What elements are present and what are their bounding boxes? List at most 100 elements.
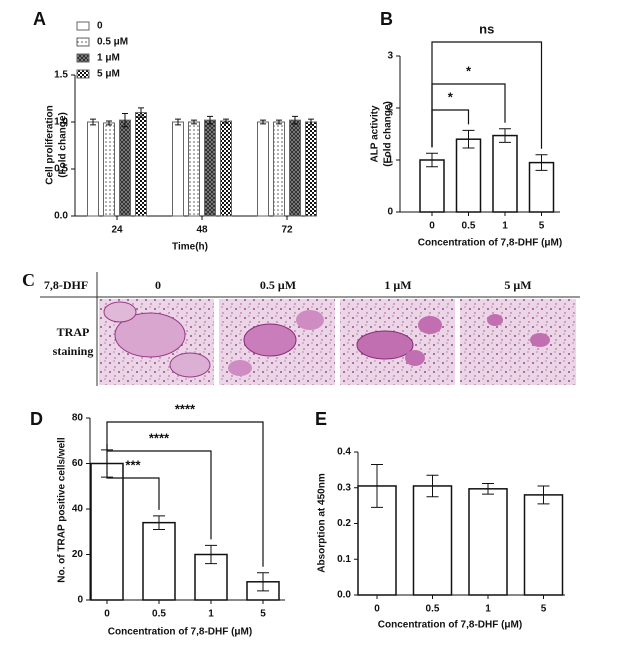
x-tick-label: 1: [485, 604, 491, 615]
x-tick-label: 5: [260, 609, 266, 620]
bar: [305, 121, 317, 217]
legend-swatch: [76, 37, 90, 47]
legend-label: 0.5 μM: [97, 37, 128, 48]
y-axis-label: ALP activity: [370, 105, 381, 162]
x-tick-label: 48: [196, 225, 208, 236]
bar: [273, 121, 285, 217]
bar: [119, 119, 131, 217]
error-bar: [90, 118, 96, 126]
x-tick-label: 0: [374, 604, 380, 615]
significance-bracket: [106, 443, 212, 540]
y-tick-label: 2: [387, 103, 393, 114]
legend-label: 5 μM: [97, 69, 120, 80]
image-panel: C 7,8-DHF 0 0.5 μM 1 μM 5 μM TRAP staini…: [22, 270, 580, 386]
significance-label: ****: [175, 401, 196, 416]
error-bar: [292, 115, 298, 125]
x-tick-label: 5: [539, 221, 545, 232]
error-bar: [482, 482, 494, 495]
bar: [492, 134, 518, 213]
significance-label: ns: [479, 21, 494, 36]
x-tick-label: 0.5: [462, 221, 476, 232]
error-bar: [426, 474, 439, 498]
error-bar: [462, 129, 475, 149]
x-tick-label: 0: [104, 609, 110, 620]
panel-letter: C: [22, 270, 35, 290]
significance-label: ****: [149, 430, 170, 445]
error-bar: [138, 107, 144, 118]
column-label: 5 μM: [504, 278, 531, 292]
column-label: 1 μM: [384, 278, 411, 292]
micrograph: [219, 299, 335, 385]
x-tick-label: 0.5: [152, 609, 166, 620]
x-tick-label: 0: [429, 221, 435, 232]
y-tick-label: 0.3: [337, 482, 351, 493]
y-axis-label: No. of TRAP positive cells/well: [57, 437, 68, 583]
bar: [455, 138, 482, 213]
error-bar: [122, 113, 128, 128]
bar: [419, 159, 445, 213]
error-bar: [175, 118, 181, 126]
y-axis-label: Absorption at 450nm: [317, 473, 328, 573]
y-tick-label: 0.0: [54, 211, 68, 222]
micrograph: [99, 299, 214, 385]
row-label: TRAP: [57, 325, 90, 339]
error-bar: [499, 128, 511, 143]
column-label: 0.5 μM: [260, 278, 296, 292]
y-tick-label: 0.1: [337, 554, 351, 565]
column-label: 0: [155, 278, 161, 292]
micrograph: [340, 299, 455, 385]
y-axis-label: (Fold change): [58, 112, 69, 178]
legend-swatch: [76, 69, 90, 79]
error-bar: [371, 464, 383, 508]
y-tick-label: 0: [387, 207, 393, 218]
y-tick-label: 1.0: [54, 117, 68, 128]
y-axis-label: (Fold change): [383, 101, 394, 167]
bar: [257, 121, 269, 217]
error-bar: [276, 119, 282, 125]
error-bar: [153, 515, 165, 530]
legend-label: 0: [97, 21, 103, 32]
x-tick-label: 5: [541, 604, 547, 615]
legend-swatch: [76, 53, 90, 63]
x-axis-label: Concentration of 7,8-DHF (μM): [378, 620, 522, 631]
x-tick-label: 72: [281, 225, 293, 236]
error-bar: [191, 119, 197, 125]
error-bar: [223, 118, 229, 124]
significance-bracket: [106, 421, 264, 567]
significance-bracket: [106, 443, 160, 510]
error-bar: [205, 544, 217, 565]
error-bar: [257, 572, 269, 592]
y-tick-label: 0.0: [337, 590, 351, 601]
y-tick-label: 60: [72, 458, 84, 469]
x-tick-label: 0.5: [426, 604, 440, 615]
panel-letter: D: [30, 409, 43, 429]
x-tick-label: 1: [208, 609, 214, 620]
significance-bracket: [431, 41, 543, 149]
error-bar: [537, 485, 550, 505]
panel-letter: A: [33, 9, 46, 29]
error-bar: [426, 152, 438, 168]
bar: [220, 120, 232, 217]
error-bar: [308, 118, 314, 126]
bar: [412, 485, 453, 596]
y-tick-label: 1: [387, 155, 393, 166]
bar: [172, 121, 184, 217]
x-axis-label: Concentration of 7,8-DHF (μM): [418, 238, 562, 249]
y-tick-label: 40: [72, 504, 84, 515]
legend-swatch: [76, 21, 90, 31]
panel-letter: E: [315, 409, 327, 429]
bar: [90, 462, 124, 601]
error-bar: [535, 154, 548, 171]
legend-label: 1 μM: [97, 53, 120, 64]
row-header: 7,8-DHF: [44, 278, 88, 292]
y-tick-label: 3: [387, 51, 393, 62]
x-axis-label: Time(h): [172, 242, 208, 253]
panel-letter: B: [380, 9, 393, 29]
y-tick-label: 80: [72, 413, 84, 424]
y-tick-label: 0.2: [337, 518, 351, 529]
y-tick-label: 1.5: [54, 70, 68, 81]
x-axis-label: Concentration of 7,8-DHF (μM): [108, 627, 252, 638]
error-bar: [207, 115, 213, 125]
